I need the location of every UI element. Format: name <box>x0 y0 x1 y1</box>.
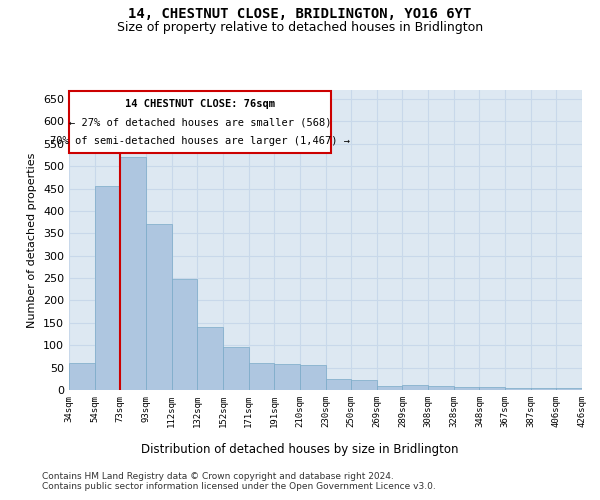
Bar <box>505 388 531 390</box>
Bar <box>325 379 351 390</box>
Bar <box>69 363 95 390</box>
Bar <box>300 366 325 390</box>
Bar <box>248 363 274 390</box>
Bar <box>531 388 556 390</box>
Text: 14, CHESTNUT CLOSE, BRIDLINGTON, YO16 6YT: 14, CHESTNUT CLOSE, BRIDLINGTON, YO16 6Y… <box>128 8 472 22</box>
Text: 14 CHESTNUT CLOSE: 76sqm: 14 CHESTNUT CLOSE: 76sqm <box>125 98 275 108</box>
Text: Size of property relative to detached houses in Bridlington: Size of property relative to detached ho… <box>117 21 483 34</box>
Bar <box>95 186 121 390</box>
Y-axis label: Number of detached properties: Number of detached properties <box>28 152 37 328</box>
Bar <box>274 364 300 390</box>
Text: 70% of semi-detached houses are larger (1,467) →: 70% of semi-detached houses are larger (… <box>50 136 350 146</box>
Bar <box>479 388 505 390</box>
Bar <box>172 279 197 390</box>
FancyBboxPatch shape <box>69 92 331 153</box>
Bar <box>428 386 454 390</box>
Bar <box>197 328 223 390</box>
Bar <box>351 380 377 390</box>
Text: Contains public sector information licensed under the Open Government Licence v3: Contains public sector information licen… <box>42 482 436 491</box>
Bar <box>377 386 403 390</box>
Bar <box>556 388 582 390</box>
Bar <box>454 388 479 390</box>
Bar <box>121 157 146 390</box>
Bar <box>403 384 428 390</box>
Text: ← 27% of detached houses are smaller (568): ← 27% of detached houses are smaller (56… <box>68 117 331 127</box>
Text: Contains HM Land Registry data © Crown copyright and database right 2024.: Contains HM Land Registry data © Crown c… <box>42 472 394 481</box>
Bar <box>146 224 172 390</box>
Text: Distribution of detached houses by size in Bridlington: Distribution of detached houses by size … <box>141 442 459 456</box>
Bar <box>223 348 248 390</box>
